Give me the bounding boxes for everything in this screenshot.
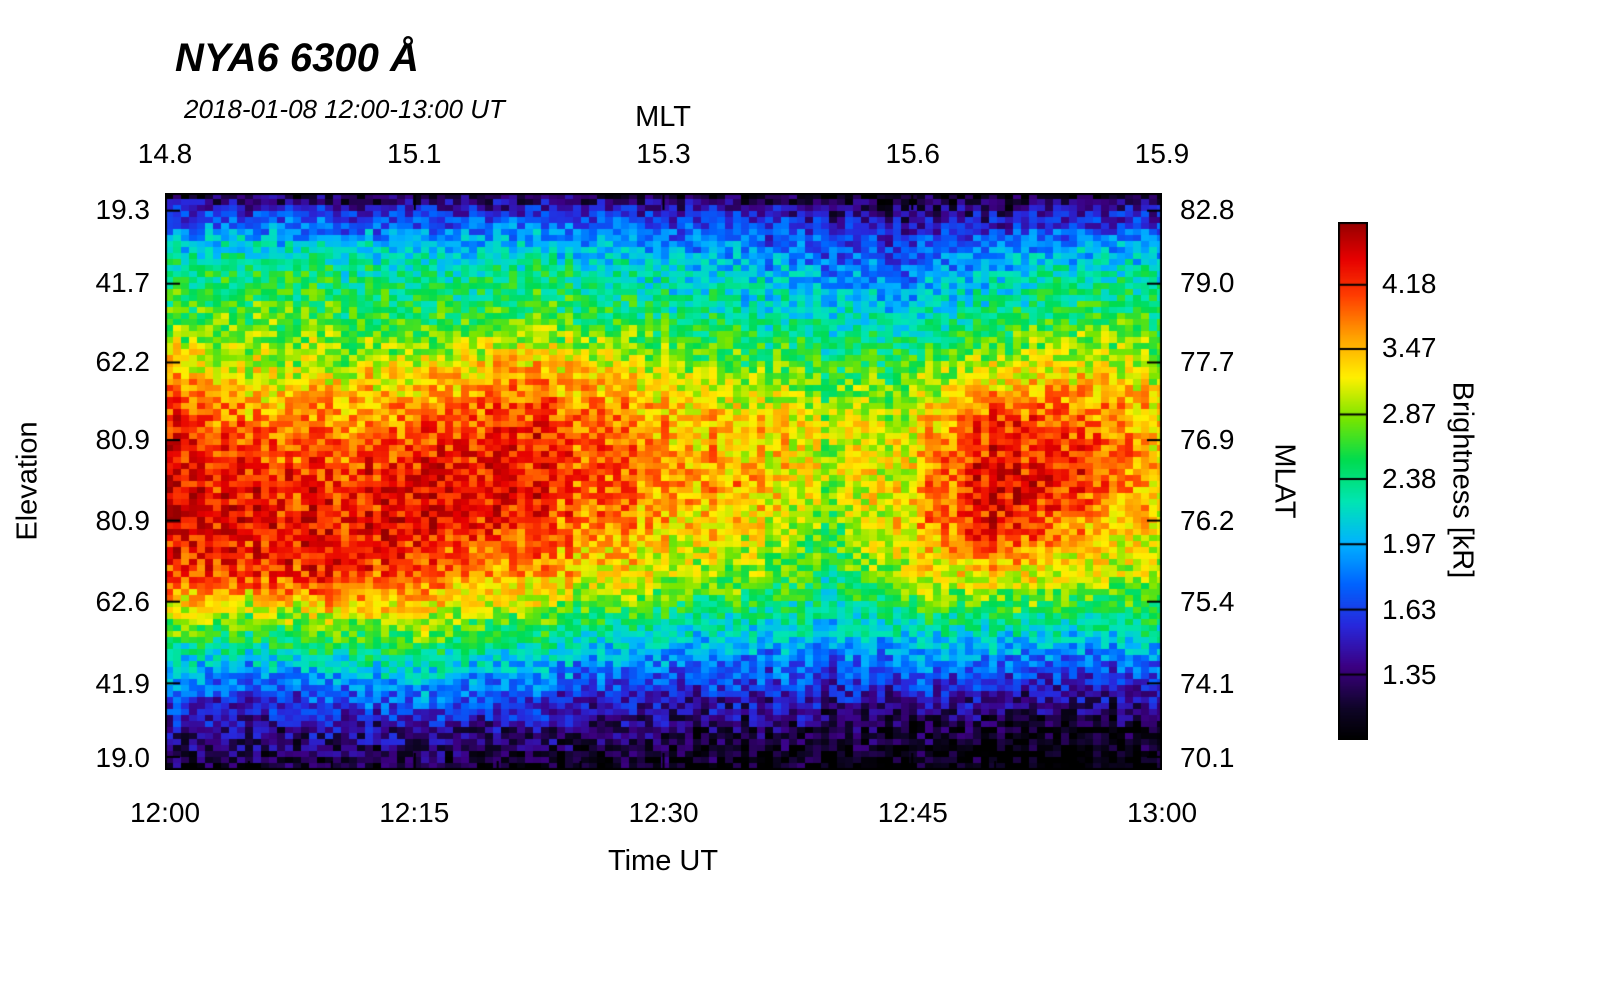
plot-subtitle: 2018-01-08 12:00-13:00 UT xyxy=(184,94,505,124)
top-axis-tick-label: 15.1 xyxy=(387,138,442,169)
top-axis-tick-label: 15.3 xyxy=(636,138,691,169)
colorbar-tick-label: 1.97 xyxy=(1382,528,1437,560)
right-axis-tick-label: 82.8 xyxy=(1180,193,1235,225)
bottom-axis-tick-label: 12:00 xyxy=(129,797,201,828)
colorbar-tick-label: 2.38 xyxy=(1382,463,1437,495)
colorbar-title: Brightness [kR] xyxy=(1446,381,1479,579)
colorbar-tick-label: 1.35 xyxy=(1382,659,1437,691)
colorbar-tick-label: 2.87 xyxy=(1382,398,1437,430)
top-axis-tick-label: 15.6 xyxy=(885,138,941,169)
heatmap-canvas xyxy=(165,193,1162,770)
bottom-axis-title: Time UT xyxy=(607,845,719,877)
left-axis-tick-label: 80.9 xyxy=(95,504,151,536)
left-axis-tick-label: 41.9 xyxy=(95,668,151,700)
right-axis-tick-label: 74.1 xyxy=(1180,668,1235,700)
plot-title: NYA6 6300 Å xyxy=(175,36,419,80)
bottom-axis-tick-label: 12:15 xyxy=(379,797,450,828)
colorbar-tick-label: 3.47 xyxy=(1382,332,1437,364)
right-axis-tick-label: 75.4 xyxy=(1180,586,1235,618)
left-axis-tick-label: 41.7 xyxy=(95,267,151,298)
right-axis-tick-label: 76.9 xyxy=(1180,423,1235,455)
right-axis-tick-label: 70.1 xyxy=(1180,741,1235,773)
right-axis-tick-label: 77.7 xyxy=(1180,346,1235,378)
bottom-axis-tick-label: 12:45 xyxy=(877,797,948,828)
left-axis-tick-label: 80.9 xyxy=(95,423,151,455)
top-axis-tick-label: 14.8 xyxy=(137,138,193,169)
right-axis-title: MLAT xyxy=(1268,443,1301,519)
top-axis-title: MLT xyxy=(635,101,691,133)
right-axis-tick-label: 76.2 xyxy=(1180,504,1235,536)
right-axis-tick-label: 79.0 xyxy=(1180,267,1235,298)
colorbar-tick-label: 4.18 xyxy=(1382,268,1437,300)
colorbar-tick-label: 1.63 xyxy=(1382,594,1437,626)
bottom-axis-tick-label: 12:30 xyxy=(628,797,699,828)
bottom-axis-tick-label: 13:00 xyxy=(1126,797,1198,828)
top-axis-tick-label: 15.9 xyxy=(1134,138,1190,169)
left-axis-tick-label: 19.0 xyxy=(95,741,151,773)
left-axis-tick-label: 19.3 xyxy=(95,193,151,225)
left-axis-tick-label: 62.6 xyxy=(95,586,151,618)
colorbar-canvas xyxy=(1338,222,1368,740)
left-axis-tick-label: 62.2 xyxy=(95,346,151,378)
